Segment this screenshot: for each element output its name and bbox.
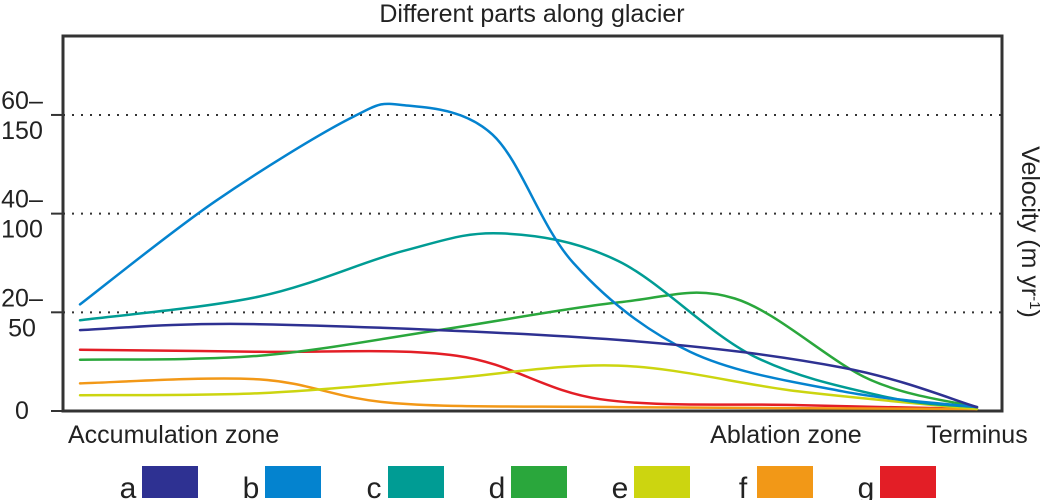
series-line-c: [78, 231, 979, 409]
y-axis-label-main: Velocity (m yr: [1016, 146, 1044, 296]
legend-label-g: g: [858, 472, 875, 500]
series-line-a: [78, 322, 979, 409]
legend-label-c: c: [367, 472, 382, 500]
y-tick-label-3-1: 150: [1, 117, 43, 145]
legend-label-b: b: [243, 472, 260, 500]
y-tick-label-1-1: 50: [8, 314, 36, 342]
y-tick-label-2-1: 100: [1, 216, 43, 244]
legend-swatch-g: [880, 466, 936, 498]
series-layer: [78, 102, 979, 411]
legend-label-a: a: [120, 472, 137, 500]
y-tick-label-1-0: 20–: [1, 284, 43, 312]
legend-label-e: e: [612, 472, 629, 500]
series-line-g: [78, 348, 979, 411]
legend-swatch-f: [757, 466, 813, 498]
y-tick-label-3-0: 60–: [1, 87, 43, 115]
legend: a b c d e f g: [120, 466, 936, 500]
legend-label-f: f: [739, 472, 748, 500]
grid-lines: [63, 113, 1002, 314]
legend-swatch-a: [142, 466, 198, 498]
x-label-0: Accumulation zone: [68, 421, 279, 449]
series-line-d: [78, 291, 979, 409]
x-label-1: Ablation zone: [710, 421, 862, 449]
y-tick-label-2-0: 40–: [1, 186, 43, 214]
y-axis-label: Velocity (m yr-1): [1016, 146, 1044, 318]
series-line-b: [78, 102, 979, 409]
legend-swatch-c: [388, 466, 444, 498]
series-line-f: [78, 377, 979, 411]
series-line-e: [78, 364, 979, 411]
y-axis-ticks: 0 20–50 40–100 60–150: [1, 87, 63, 425]
y-axis-label-tail: ): [1016, 310, 1044, 318]
x-axis-labels: Accumulation zone Ablation zone Terminus: [68, 421, 1028, 449]
legend-swatch-b: [265, 466, 321, 498]
plot-frame: [61, 34, 1004, 413]
x-label-2: Terminus: [926, 421, 1027, 449]
legend-swatch-e: [634, 466, 690, 498]
y-tick-label-0-0: 0: [15, 397, 29, 425]
y-axis-label-sup: -1: [1027, 296, 1044, 309]
legend-swatch-d: [511, 466, 567, 498]
chart-title: Different parts along glacier: [379, 0, 684, 28]
legend-label-d: d: [489, 472, 506, 500]
